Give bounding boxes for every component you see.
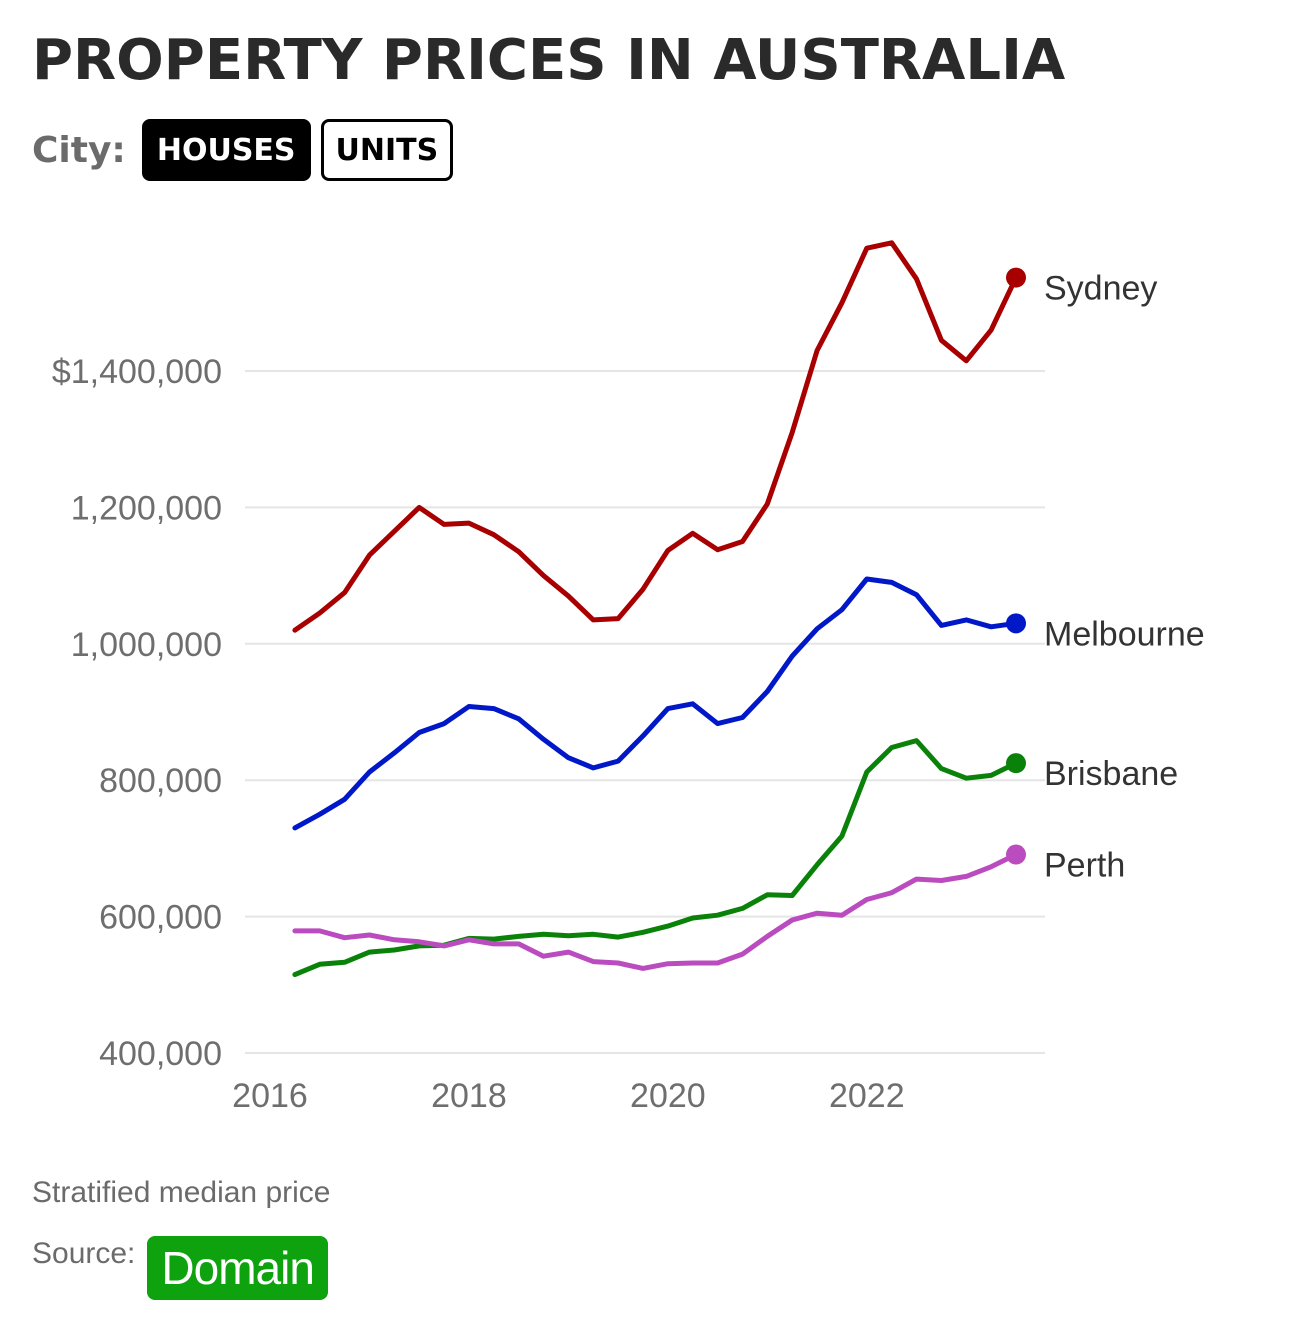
series-line-perth <box>295 855 1016 969</box>
x-tick-label: 2020 <box>630 1077 706 1115</box>
series-line-sydney <box>295 243 1016 630</box>
y-tick-label: 1,000,000 <box>71 626 222 664</box>
houses-toggle-button[interactable]: HOUSES <box>142 119 311 181</box>
chart-title: PROPERTY PRICES IN AUSTRALIA <box>32 28 1065 93</box>
y-tick-label: 400,000 <box>99 1035 222 1073</box>
x-tick-label: 2018 <box>431 1077 507 1115</box>
y-tick-label: 600,000 <box>99 899 222 937</box>
series-label-melbourne: Melbourne <box>1044 615 1205 653</box>
x-tick-label: 2016 <box>232 1077 308 1115</box>
y-tick-label: $1,400,000 <box>52 353 222 391</box>
chart-footnote: Stratified median price <box>32 1176 330 1210</box>
city-filter: City: HOUSES UNITS <box>32 118 463 182</box>
series-lines <box>295 243 1026 975</box>
line-chart: 400,000 600,000 800,000 1,000,000 1,200,000 $… <box>0 190 1290 1130</box>
units-toggle-button[interactable]: UNITS <box>321 119 454 181</box>
x-tick-label: 2022 <box>829 1077 905 1115</box>
domain-logo[interactable]: Domain <box>147 1236 328 1300</box>
series-end-point-sydney <box>1006 268 1026 288</box>
source-line: Source: Domain <box>32 1236 328 1300</box>
series-label-perth: Perth <box>1044 847 1125 885</box>
series-end-point-perth <box>1006 845 1026 865</box>
series-labels: Sydney Melbourne Brisbane Perth <box>1044 270 1205 885</box>
filter-label: City: <box>32 130 126 171</box>
series-line-melbourne <box>295 579 1016 828</box>
series-end-point-melbourne <box>1006 613 1026 633</box>
series-label-sydney: Sydney <box>1044 270 1157 308</box>
grid-lines <box>245 371 1045 1053</box>
series-label-brisbane: Brisbane <box>1044 755 1178 793</box>
y-tick-label: 1,200,000 <box>71 489 222 527</box>
y-tick-label: 800,000 <box>99 762 222 800</box>
y-axis-ticks: 400,000 600,000 800,000 1,000,000 1,200,000 $… <box>52 353 222 1073</box>
series-end-point-brisbane <box>1006 753 1026 773</box>
source-label: Source: <box>32 1236 135 1272</box>
x-axis-ticks: 2016 2018 2020 2022 <box>232 1077 904 1115</box>
